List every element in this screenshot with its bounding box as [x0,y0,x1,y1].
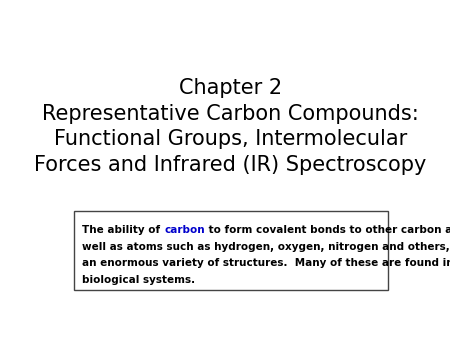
Text: an enormous variety of structures.  Many of these are found in: an enormous variety of structures. Many … [82,258,450,268]
FancyBboxPatch shape [74,211,387,290]
Text: biological systems.: biological systems. [82,274,196,285]
Text: well as atoms such as hydrogen, oxygen, nitrogen and others, leads to: well as atoms such as hydrogen, oxygen, … [82,242,450,252]
Text: carbon: carbon [164,225,205,235]
Text: to form covalent bonds to other carbon atoms, as: to form covalent bonds to other carbon a… [205,225,450,235]
Text: Chapter 2
Representative Carbon Compounds:
Functional Groups, Intermolecular
For: Chapter 2 Representative Carbon Compound… [35,78,427,175]
Text: The ability of: The ability of [82,225,164,235]
